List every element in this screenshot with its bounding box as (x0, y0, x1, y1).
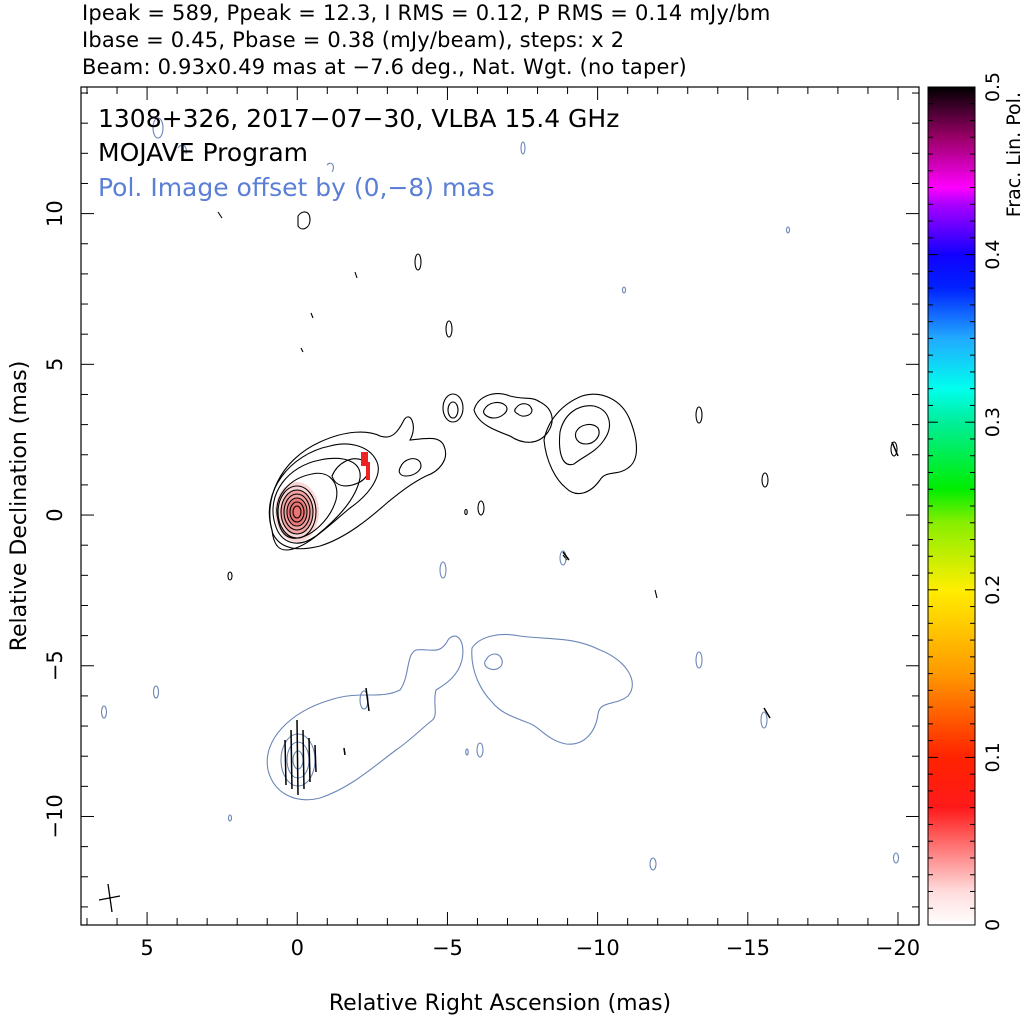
y-tick-label: −10 (43, 794, 67, 838)
y-tick-label: −5 (43, 650, 67, 681)
y-tick-label: 5 (43, 358, 67, 371)
jet-pol-patch (361, 452, 370, 480)
x-tick-label: −5 (432, 936, 463, 960)
colorbar-tick-label: 0.1 (982, 742, 1004, 772)
y-tick-label: 0 (43, 508, 67, 521)
core-pol-shading (275, 482, 319, 542)
header-line-beam: Beam: 0.93x0.49 mas at −7.6 deg., Nat. W… (82, 55, 687, 79)
x-tick-labels: 5 0 −5 −10 −15 −20 (140, 936, 920, 960)
x-tick-label: 0 (291, 936, 304, 960)
colorbar-ticks (928, 86, 975, 926)
colorbar-tick-label: 0.5 (982, 72, 1004, 102)
source-annotation: 1308+326, 2017−07−30, VLBA 15.4 GHz (98, 104, 619, 133)
intensity-contours-jet (217, 211, 898, 599)
program-annotation: MOJAVE Program (98, 138, 308, 167)
beam-marker (98, 883, 121, 913)
colorbar-tick-labels: 0 0.1 0.2 0.3 0.4 0.5 (982, 72, 1004, 931)
x-axis-label: Relative Right Ascension (mas) (329, 991, 671, 1016)
colorbar-label: Frac. Lin. Pol. (1003, 92, 1025, 217)
plot-frame (80, 86, 920, 926)
x-tick-label: −10 (575, 936, 619, 960)
y-tick-label: 10 (43, 200, 67, 227)
x-tick-label: 5 (140, 936, 153, 960)
y-axis-label: Relative Declination (mas) (7, 361, 32, 652)
axis-ticks (81, 87, 919, 925)
colorbar-tick-label: 0.4 (982, 239, 1004, 269)
header-line-base-levels: Ibase = 0.45, Pbase = 0.38 (mJy/beam), s… (82, 28, 625, 52)
pol-offset-annotation: Pol. Image offset by (0,−8) mas (98, 173, 495, 202)
pol-intensity-contours (100, 117, 900, 871)
intensity-contours-core (268, 443, 379, 551)
evpa-vectors (284, 441, 899, 796)
colorbar-tick-label: 0.3 (982, 407, 1004, 437)
y-tick-labels: 10 5 0 −5 −10 (43, 200, 67, 838)
x-tick-label: −20 (876, 936, 920, 960)
colorbar-tick-label: 0 (982, 919, 1004, 931)
x-tick-label: −15 (726, 936, 770, 960)
colorbar-tick-label: 0.2 (982, 575, 1004, 605)
header-line-peaks: Ipeak = 589, Ppeak = 12.3, I RMS = 0.12,… (82, 1, 771, 25)
colorbar (927, 86, 976, 926)
